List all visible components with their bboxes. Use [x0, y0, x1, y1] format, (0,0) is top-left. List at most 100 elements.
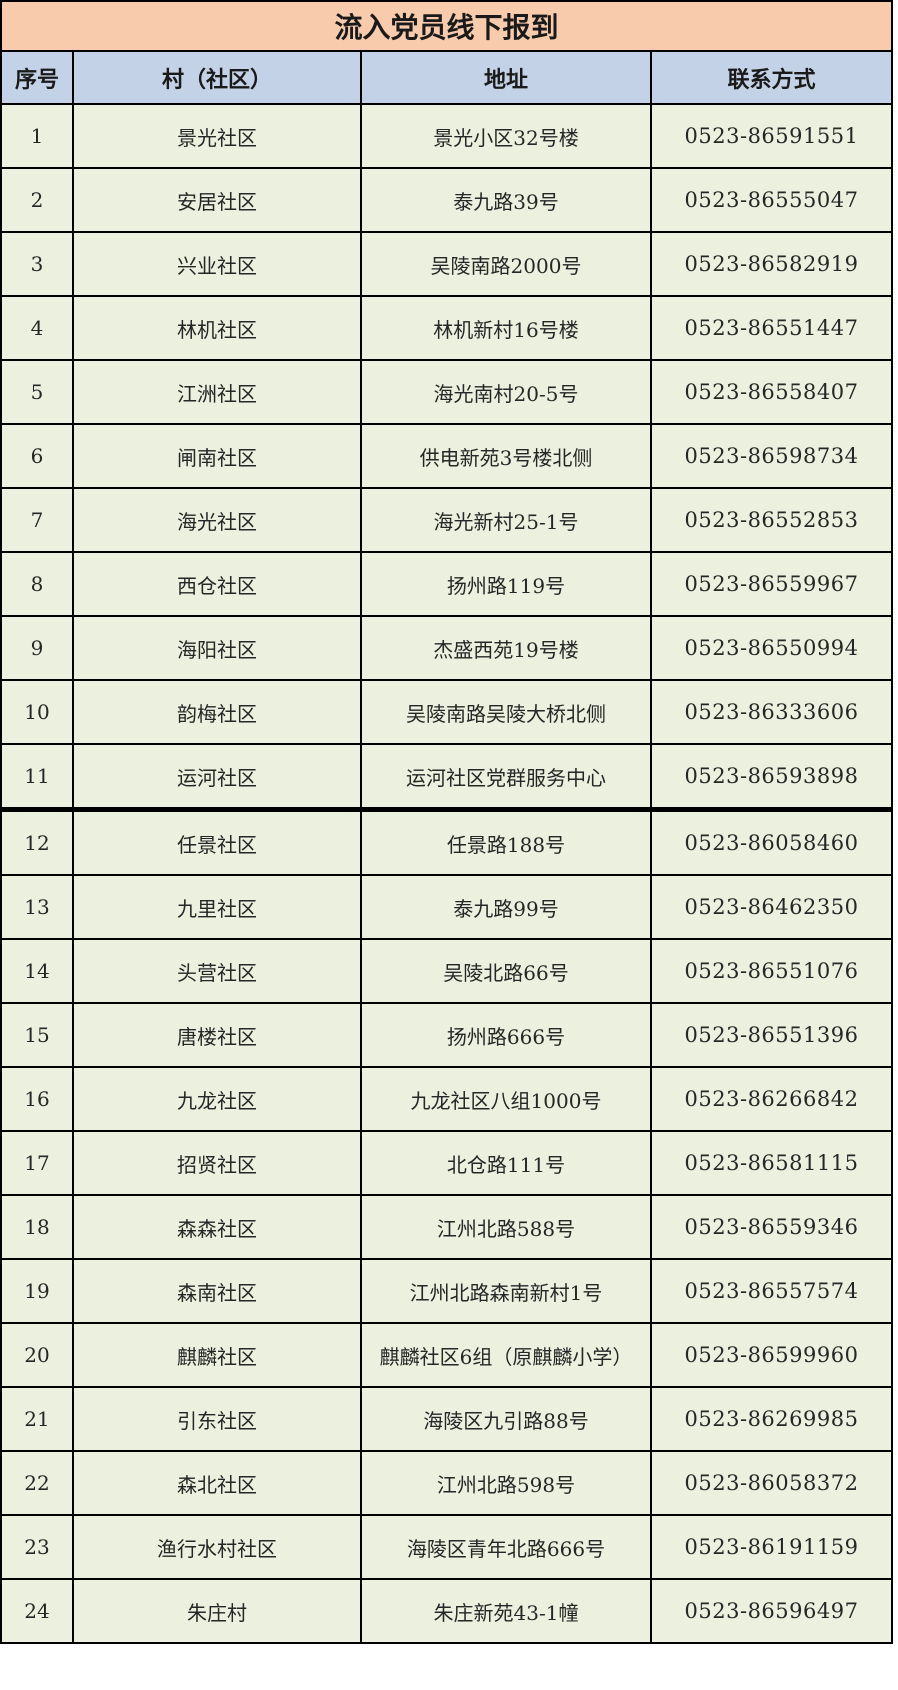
table-row: 18 森森社区 江州北路588号 0523-86559346 — [0, 1194, 894, 1260]
cell-community: 招贤社区 — [72, 1130, 362, 1196]
cell-address: 北仓路111号 — [360, 1130, 652, 1196]
cell-phone: 0523-86191159 — [649, 1514, 894, 1580]
table-row: 23 渔行水村社区 海陵区青年北路666号 0523-86191159 — [0, 1514, 894, 1580]
cell-community: 九龙社区 — [72, 1066, 362, 1132]
cell-phone: 0523-86462350 — [649, 874, 894, 940]
cell-community: 森北社区 — [72, 1450, 362, 1516]
table-row: 11 运河社区 运河社区党群服务中心 0523-86593898 — [0, 743, 894, 812]
cell-address: 景光小区32号楼 — [360, 103, 652, 169]
cell-phone: 0523-86598734 — [649, 423, 894, 489]
cell-address: 杰盛西苑19号楼 — [360, 615, 652, 681]
cell-no: 19 — [0, 1258, 74, 1324]
table-row: 4 林机社区 林机新村16号楼 0523-86551447 — [0, 295, 894, 361]
cell-address: 九龙社区八组1000号 — [360, 1066, 652, 1132]
cell-community: 海阳社区 — [72, 615, 362, 681]
cell-no: 5 — [0, 359, 74, 425]
cell-community: 渔行水村社区 — [72, 1514, 362, 1580]
cell-address: 吴陵南路2000号 — [360, 231, 652, 297]
table-row: 5 江洲社区 海光南村20-5号 0523-86558407 — [0, 359, 894, 425]
table-header-row: 序号 村（社区） 地址 联系方式 — [0, 50, 894, 105]
cell-no: 20 — [0, 1322, 74, 1388]
table-row: 15 唐楼社区 扬州路666号 0523-86551396 — [0, 1002, 894, 1068]
table-row: 16 九龙社区 九龙社区八组1000号 0523-86266842 — [0, 1066, 894, 1132]
column-header-phone: 联系方式 — [649, 50, 894, 105]
cell-address: 吴陵北路66号 — [360, 938, 652, 1004]
cell-phone: 0523-86591551 — [649, 103, 894, 169]
table-row: 9 海阳社区 杰盛西苑19号楼 0523-86550994 — [0, 615, 894, 681]
cell-no: 2 — [0, 167, 74, 233]
cell-no: 15 — [0, 1002, 74, 1068]
table-row: 21 引东社区 海陵区九引路88号 0523-86269985 — [0, 1386, 894, 1452]
cell-no: 17 — [0, 1130, 74, 1196]
cell-phone: 0523-86266842 — [649, 1066, 894, 1132]
cell-address: 任景路188号 — [360, 808, 652, 876]
cell-no: 12 — [0, 808, 74, 876]
cell-no: 4 — [0, 295, 74, 361]
column-header-no: 序号 — [0, 50, 74, 105]
cell-phone: 0523-86551447 — [649, 295, 894, 361]
cell-phone: 0523-86058460 — [649, 808, 894, 876]
cell-phone: 0523-86593898 — [649, 743, 894, 812]
cell-community: 引东社区 — [72, 1386, 362, 1452]
cell-address: 运河社区党群服务中心 — [360, 743, 652, 812]
cell-community: 森南社区 — [72, 1258, 362, 1324]
table-row: 1 景光社区 景光小区32号楼 0523-86591551 — [0, 103, 894, 169]
cell-address: 江州北路588号 — [360, 1194, 652, 1260]
cell-address: 泰九路39号 — [360, 167, 652, 233]
table-row: 10 韵梅社区 吴陵南路吴陵大桥北侧 0523-86333606 — [0, 679, 894, 745]
cell-no: 11 — [0, 743, 74, 812]
cell-phone: 0523-86558407 — [649, 359, 894, 425]
table-row: 14 头营社区 吴陵北路66号 0523-86551076 — [0, 938, 894, 1004]
cell-no: 6 — [0, 423, 74, 489]
cell-community: 任景社区 — [72, 808, 362, 876]
cell-no: 18 — [0, 1194, 74, 1260]
table-row: 12 任景社区 任景路188号 0523-86058460 — [0, 808, 894, 876]
cell-address: 泰九路99号 — [360, 874, 652, 940]
cell-community: 九里社区 — [72, 874, 362, 940]
cell-community: 麒麟社区 — [72, 1322, 362, 1388]
cell-phone: 0523-86557574 — [649, 1258, 894, 1324]
cell-phone: 0523-86551396 — [649, 1002, 894, 1068]
cell-no: 7 — [0, 487, 74, 553]
cell-no: 13 — [0, 874, 74, 940]
table-row: 2 安居社区 泰九路39号 0523-86555047 — [0, 167, 894, 233]
cell-no: 8 — [0, 551, 74, 617]
cell-community: 兴业社区 — [72, 231, 362, 297]
column-header-address: 地址 — [360, 50, 652, 105]
cell-address: 海光南村20-5号 — [360, 359, 652, 425]
cell-phone: 0523-86269985 — [649, 1386, 894, 1452]
cell-phone: 0523-86552853 — [649, 487, 894, 553]
cell-address: 海陵区九引路88号 — [360, 1386, 652, 1452]
cell-phone: 0523-86559346 — [649, 1194, 894, 1260]
cell-address: 朱庄新苑43-1幢 — [360, 1578, 652, 1644]
table-row: 3 兴业社区 吴陵南路2000号 0523-86582919 — [0, 231, 894, 297]
cell-community: 江洲社区 — [72, 359, 362, 425]
cell-no: 22 — [0, 1450, 74, 1516]
cell-community: 韵梅社区 — [72, 679, 362, 745]
cell-address: 扬州路666号 — [360, 1002, 652, 1068]
cell-phone: 0523-86550994 — [649, 615, 894, 681]
column-header-community: 村（社区） — [72, 50, 362, 105]
cell-community: 森森社区 — [72, 1194, 362, 1260]
cell-phone: 0523-86551076 — [649, 938, 894, 1004]
cell-phone: 0523-86582919 — [649, 231, 894, 297]
cell-no: 3 — [0, 231, 74, 297]
table-row: 20 麒麟社区 麒麟社区6组（原麒麟小学） 0523-86599960 — [0, 1322, 894, 1388]
page-title: 流入党员线下报到 — [0, 0, 894, 52]
table-row: 13 九里社区 泰九路99号 0523-86462350 — [0, 874, 894, 940]
cell-address: 扬州路119号 — [360, 551, 652, 617]
cell-phone: 0523-86555047 — [649, 167, 894, 233]
cell-phone: 0523-86333606 — [649, 679, 894, 745]
cell-no: 21 — [0, 1386, 74, 1452]
cell-phone: 0523-86559967 — [649, 551, 894, 617]
cell-address: 林机新村16号楼 — [360, 295, 652, 361]
cell-community: 林机社区 — [72, 295, 362, 361]
table-row: 19 森南社区 江州北路森南新村1号 0523-86557574 — [0, 1258, 894, 1324]
cell-address: 江州北路森南新村1号 — [360, 1258, 652, 1324]
cell-no: 1 — [0, 103, 74, 169]
cell-phone: 0523-86058372 — [649, 1450, 894, 1516]
cell-phone: 0523-86581115 — [649, 1130, 894, 1196]
table-row: 7 海光社区 海光新村25-1号 0523-86552853 — [0, 487, 894, 553]
cell-community: 海光社区 — [72, 487, 362, 553]
